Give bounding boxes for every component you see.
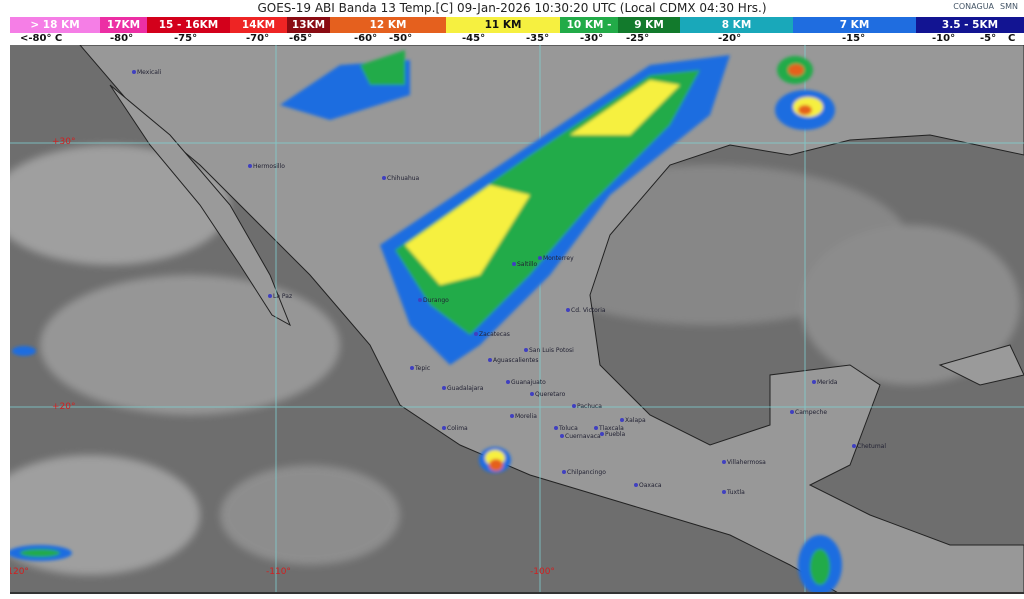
- city-label: Chilpancingo: [562, 469, 606, 476]
- temperature-label: -30°: [580, 33, 604, 44]
- legend-segment: 11 KM: [446, 17, 560, 33]
- convective-clouds: [10, 50, 842, 592]
- city-label: Oaxaca: [634, 482, 662, 489]
- satellite-map: +30° +20° -120° -110° -100° Mexicali Hermosil…: [10, 45, 1024, 594]
- legend-segment: 13KM: [287, 17, 330, 33]
- legend-segment: > 18 KM: [10, 17, 100, 33]
- legend-segment: 17KM: [100, 17, 147, 33]
- city-label: Tlaxcala: [594, 425, 624, 432]
- land: [79, 45, 1024, 592]
- city-label: Tepic: [410, 365, 430, 372]
- city-label: Puebla: [600, 431, 625, 438]
- temperature-label: -60°: [354, 33, 378, 44]
- legend-segment: 14KM: [230, 17, 287, 33]
- temperature-scale: <-80° C -80° -75° -70° -65° -60° -50° -45° -35° -…: [0, 33, 1024, 45]
- city-label: Guadalajara: [442, 385, 483, 392]
- city-label: Saltillo: [512, 261, 537, 268]
- city-label: Chetumal: [852, 443, 886, 450]
- city-label: Villahermosa: [722, 459, 766, 466]
- city-label: Monterrey: [538, 255, 574, 262]
- cloud-cover: [10, 145, 1020, 575]
- city-label: Tuxtla: [722, 489, 745, 496]
- graticule-label: +30°: [52, 137, 76, 147]
- graticule: [10, 45, 1024, 592]
- temperature-label: -50°: [389, 33, 413, 44]
- temperature-label: -75°: [174, 33, 198, 44]
- city-label: Morelia: [510, 413, 537, 420]
- temperature-label: -70°: [246, 33, 270, 44]
- temperature-label: -35°: [526, 33, 550, 44]
- legend-segment: 9 KM: [618, 17, 680, 33]
- image-title: GOES-19 ABI Banda 13 Temp.[C] 09-Jan-202…: [257, 1, 767, 15]
- smn-logo: SMN: [1000, 2, 1018, 11]
- city-label: Cuernavaca: [560, 433, 601, 440]
- temperature-label: -45°: [462, 33, 486, 44]
- legend-segment: 3.5 - 5KM: [916, 17, 1024, 33]
- city-label: Mexicali: [132, 69, 161, 76]
- city-label: Queretaro: [530, 391, 565, 398]
- graticule-label: -120°: [10, 567, 29, 577]
- graticule-label: -110°: [266, 567, 291, 577]
- temperature-label: -15°: [842, 33, 866, 44]
- city-label: Campeche: [790, 409, 827, 416]
- city-label: Colima: [442, 425, 468, 432]
- city-label: Hermosillo: [248, 163, 285, 170]
- agency-logos: CONAGUA SMN: [953, 2, 1018, 11]
- temperature-label: -65°: [289, 33, 313, 44]
- temperature-label: <-80° C: [20, 33, 63, 44]
- city-label: Aguascalientes: [488, 357, 539, 364]
- temperature-label: -80°: [110, 33, 134, 44]
- city-label: Durango: [418, 297, 449, 304]
- city-label: Guanajuato: [506, 379, 546, 386]
- temperature-label: -10°: [932, 33, 956, 44]
- city-label: Chihuahua: [382, 175, 419, 182]
- temperature-label: C: [1008, 33, 1016, 44]
- graticule-label: +20°: [52, 402, 76, 412]
- legend-segment: 10 KM -: [560, 17, 618, 33]
- city-label: Zacatecas: [474, 331, 510, 338]
- legend-segment: 12 KM: [330, 17, 446, 33]
- temperature-label: -5°: [980, 33, 997, 44]
- map-graphics: [10, 45, 1024, 592]
- city-label: Merida: [812, 379, 838, 386]
- legend-segment: 15 - 16KM: [147, 17, 230, 33]
- conagua-logo: CONAGUA: [953, 2, 995, 11]
- city-label: Cd. Victoria: [566, 307, 606, 314]
- city-label: La Paz: [268, 293, 292, 300]
- legend-segment: 7 KM: [793, 17, 916, 33]
- temperature-label: -20°: [718, 33, 742, 44]
- city-label: Xalapa: [620, 417, 646, 424]
- city-label: Pachuca: [572, 403, 602, 410]
- legend-segment: 8 KM: [680, 17, 793, 33]
- city-label: San Luis Potosi: [524, 347, 574, 354]
- temperature-label: -25°: [626, 33, 650, 44]
- graticule-label: -100°: [530, 567, 555, 577]
- city-label: Toluca: [554, 425, 578, 432]
- color-scale-legend: > 18 KM 17KM 15 - 16KM 14KM 13KM 12 KM 11 KM 10…: [10, 17, 1024, 33]
